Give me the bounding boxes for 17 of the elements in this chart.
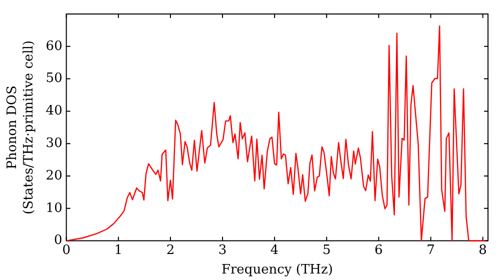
y-tick-label: 20 xyxy=(46,168,62,184)
x-axis-title: Frequency (THz) xyxy=(221,262,333,278)
x-tick-label: 1 xyxy=(114,242,123,258)
y-tick-label: 50 xyxy=(46,71,62,86)
y-axis-title: Phonon DOS (States/THz·primitive cell) xyxy=(4,40,37,214)
x-tick-label: 3 xyxy=(218,242,227,258)
y-tick-label: 0 xyxy=(54,233,62,248)
x-tick-label: 7 xyxy=(426,242,435,258)
y-tick-label: 60 xyxy=(46,38,62,54)
y-tick-label: 30 xyxy=(46,136,62,151)
y-tick-label: 10 xyxy=(46,200,62,216)
x-tick-label: 4 xyxy=(270,242,279,258)
x-tick-label: 8 xyxy=(478,242,487,258)
x-tick-label: 5 xyxy=(322,242,331,258)
x-tick-label: 6 xyxy=(374,242,383,258)
y-tick-label: 40 xyxy=(46,104,62,119)
x-tick-label: 2 xyxy=(166,242,175,258)
